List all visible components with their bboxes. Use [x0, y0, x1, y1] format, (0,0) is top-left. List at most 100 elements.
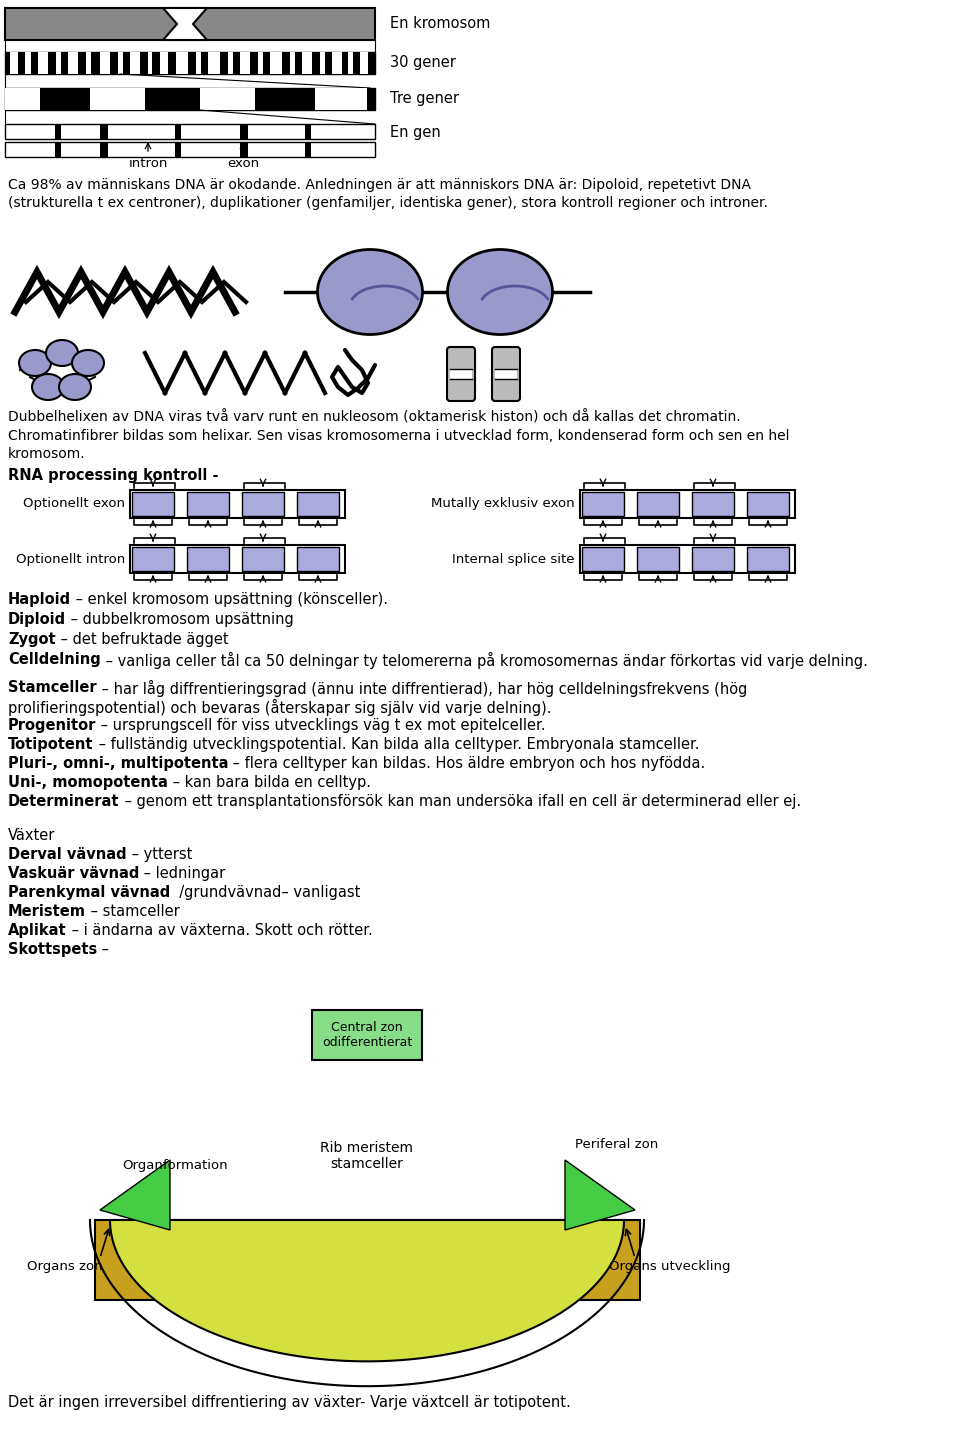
Bar — [5, 88, 375, 109]
Polygon shape — [163, 9, 207, 40]
Bar — [297, 492, 339, 516]
Bar — [187, 547, 229, 572]
Bar — [450, 369, 472, 379]
Bar — [5, 9, 375, 40]
Text: Tre gener: Tre gener — [390, 92, 459, 107]
Text: Optionellt exon: Optionellt exon — [23, 497, 125, 511]
FancyBboxPatch shape — [447, 347, 475, 400]
Polygon shape — [110, 1220, 625, 1361]
Bar — [290, 52, 295, 73]
Text: Parenkymal vävnad: Parenkymal vävnad — [8, 886, 170, 900]
Text: – enkel kromosom upsättning (könsceller).: – enkel kromosom upsättning (könsceller)… — [71, 592, 388, 608]
Bar — [132, 547, 174, 572]
Ellipse shape — [32, 374, 64, 400]
Text: En kromosom: En kromosom — [390, 16, 491, 32]
Bar — [297, 547, 339, 572]
Bar — [242, 492, 284, 516]
Text: Celldelning: Celldelning — [8, 652, 101, 667]
Bar — [5, 143, 375, 157]
Bar — [348, 52, 353, 73]
Text: Central zon
odifferentierat: Central zon odifferentierat — [322, 1021, 412, 1048]
Bar — [130, 490, 345, 518]
Bar — [130, 52, 140, 73]
Text: Determinerat: Determinerat — [8, 793, 119, 809]
Bar — [187, 492, 229, 516]
Bar — [175, 124, 181, 140]
Bar — [240, 52, 250, 73]
Bar — [692, 492, 734, 516]
Text: –: – — [97, 942, 109, 958]
Text: Skottspets: Skottspets — [8, 942, 97, 958]
Bar — [208, 52, 220, 73]
Text: – flera celltyper kan bildas. Hos äldre embryon och hos nyfödda.: – flera celltyper kan bildas. Hos äldre … — [228, 756, 706, 770]
Text: Organs utveckling: Organs utveckling — [610, 1260, 731, 1273]
Text: Diploid: Diploid — [8, 612, 66, 626]
Bar — [148, 52, 152, 73]
Ellipse shape — [19, 350, 51, 376]
Text: Zygot: Zygot — [8, 632, 56, 647]
Bar — [747, 547, 789, 572]
Polygon shape — [565, 1161, 635, 1230]
Bar — [38, 52, 48, 73]
FancyBboxPatch shape — [492, 347, 520, 400]
Bar — [258, 52, 263, 73]
Text: Totipotent: Totipotent — [8, 737, 93, 752]
Text: Internal splice site: Internal splice site — [452, 553, 575, 566]
Text: – har låg diffrentieringsgrad (ännu inte diffrentierad), har hög celldelningsfre: – har låg diffrentieringsgrad (ännu inte… — [97, 680, 747, 697]
Bar — [5, 88, 40, 109]
Bar — [132, 492, 174, 516]
Text: prolifieringspotential) och bevaras (återskapar sig själv vid varje delning).: prolifieringspotential) och bevaras (åte… — [8, 698, 551, 716]
Bar — [68, 52, 78, 73]
Text: – ytterst: – ytterst — [127, 847, 192, 863]
Text: Vegetativ diffretierad vävnad: Vegetativ diffretierad vävnad — [265, 1253, 469, 1267]
Text: Rib meristem
stamceller: Rib meristem stamceller — [321, 1142, 414, 1172]
Bar — [200, 88, 255, 109]
Polygon shape — [100, 1161, 170, 1230]
Text: Haploid: Haploid — [8, 592, 71, 608]
Bar — [5, 124, 375, 140]
Ellipse shape — [46, 340, 78, 366]
Text: 30 gener: 30 gener — [390, 56, 456, 71]
Text: intron: intron — [129, 157, 168, 170]
Bar — [312, 1009, 422, 1060]
Bar — [55, 143, 61, 157]
Bar — [56, 52, 61, 73]
Ellipse shape — [447, 249, 553, 334]
Bar — [160, 52, 168, 73]
Bar — [582, 547, 624, 572]
Text: RNA processing kontroll -: RNA processing kontroll - — [8, 468, 219, 482]
Bar — [100, 52, 110, 73]
Bar — [100, 124, 108, 140]
Text: Uni-, momopotenta: Uni-, momopotenta — [8, 775, 168, 791]
Bar — [86, 52, 91, 73]
Bar — [175, 143, 181, 157]
Bar — [176, 52, 188, 73]
Text: – dubbelkromosom upsättning: – dubbelkromosom upsättning — [66, 612, 294, 626]
Text: – det befruktade ägget: – det befruktade ägget — [56, 632, 228, 647]
Bar — [580, 490, 795, 518]
Text: Vaskuär vävnad: Vaskuär vävnad — [8, 865, 139, 881]
Bar — [196, 52, 201, 73]
Text: En gen: En gen — [390, 125, 441, 141]
Bar — [320, 52, 325, 73]
Bar — [305, 143, 311, 157]
Bar — [242, 547, 284, 572]
Ellipse shape — [59, 374, 91, 400]
Bar — [240, 143, 248, 157]
Bar — [95, 1220, 640, 1300]
Ellipse shape — [72, 350, 104, 376]
Bar — [100, 143, 108, 157]
Text: Progenitor: Progenitor — [8, 719, 96, 733]
Bar — [240, 124, 248, 140]
Bar — [582, 492, 624, 516]
Text: – genom ett transplantationsförsök kan man undersöka ifall en cell är determiner: – genom ett transplantationsförsök kan m… — [119, 793, 801, 809]
Bar — [10, 52, 18, 73]
Bar — [228, 52, 233, 73]
Text: – vanliga celler tål ca 50 delningar ty telomererna på kromosomernas ändar förko: – vanliga celler tål ca 50 delningar ty … — [101, 652, 868, 670]
Text: – fullständig utvecklingspotential. Kan bilda alla celltyper. Embryonala stamcel: – fullständig utvecklingspotential. Kan … — [93, 737, 699, 752]
Text: Derval vävnad: Derval vävnad — [8, 847, 127, 863]
Text: – ledningar: – ledningar — [139, 865, 226, 881]
Text: Organformation: Organformation — [122, 1159, 228, 1172]
Text: Meristem: Meristem — [8, 904, 86, 919]
Text: Organs zon: Organs zon — [27, 1260, 103, 1273]
